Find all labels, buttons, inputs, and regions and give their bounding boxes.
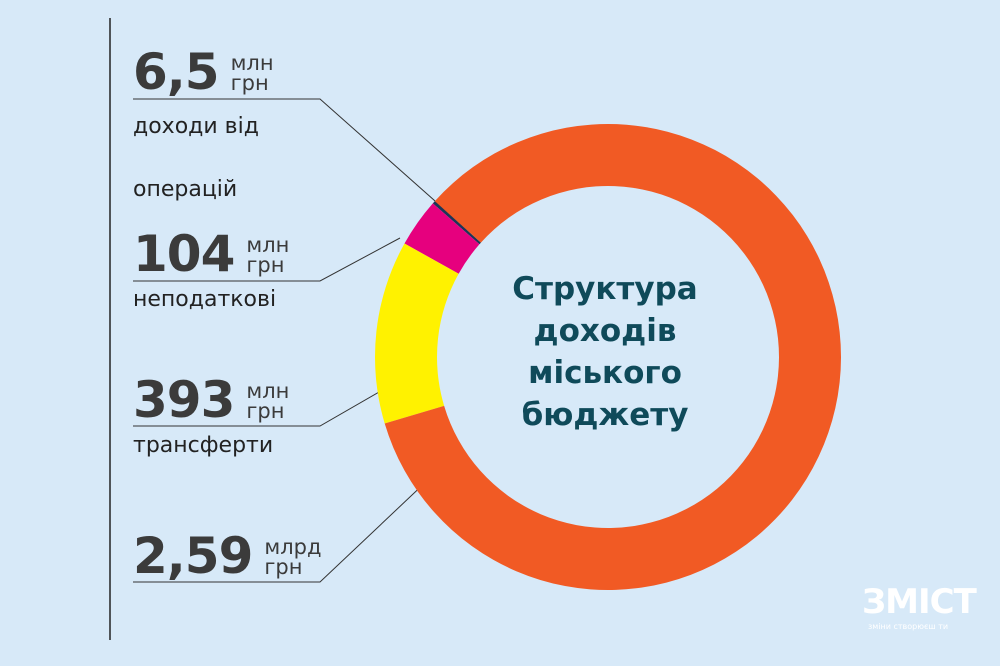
leader-line	[133, 237, 401, 282]
logo: ЗМІСТ	[862, 582, 977, 622]
category-label: неподаткові	[133, 287, 277, 312]
donut	[375, 124, 841, 591]
value-label: 2,59	[133, 527, 253, 585]
donut-slice	[375, 243, 459, 424]
leader-line	[133, 477, 431, 583]
slogan: зміни створюєш ти	[868, 622, 949, 631]
donut-slice	[432, 201, 481, 245]
leader-lines	[133, 98, 471, 583]
unit-label: млн грн	[246, 379, 290, 423]
category-label: доходи від операцій	[133, 114, 259, 202]
unit-label: млн грн	[246, 233, 290, 277]
category-label: трансферти	[133, 433, 274, 458]
chart-title: Структура доходів міського бюджету	[512, 271, 698, 433]
unit-label: млн грн	[230, 51, 274, 95]
value-label: 104	[133, 225, 235, 283]
leader-line	[133, 98, 471, 233]
unit-label: млрд грн	[264, 535, 322, 579]
donut-slice	[404, 203, 480, 274]
leader-line	[133, 379, 401, 427]
value-label: 393	[133, 371, 235, 429]
value-label: 6,5	[133, 43, 220, 101]
